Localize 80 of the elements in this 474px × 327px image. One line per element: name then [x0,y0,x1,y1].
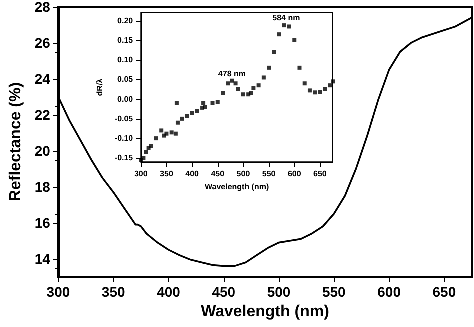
point [236,88,240,92]
point [272,50,276,54]
point [331,80,335,84]
point [203,105,208,110]
x-tick-label: 350 [102,284,126,300]
point [308,88,312,93]
y-tick-label: 0.10 [118,56,134,65]
point [328,84,332,88]
x-tick-label: 300 [134,170,148,179]
y-tick-label: 16 [34,215,51,231]
point [180,116,184,121]
point [154,136,158,141]
x-tick-label: 350 [160,170,174,179]
point [298,66,302,70]
x-tick-label: 300 [46,284,70,300]
y-tick-label: 0.05 [118,75,134,84]
point [174,132,178,136]
y-axis-title: dR/λ [96,78,104,96]
point [226,82,230,86]
point [267,66,272,70]
y-tick-label: -0.05 [114,114,134,124]
y-tick-label: 14 [34,251,51,267]
x-axis-title: Wavelength (nm) [201,303,330,320]
y-tick-label: 20 [34,143,51,159]
point [277,32,282,37]
point [210,101,215,106]
point [144,150,148,154]
x-tick-label: 650 [432,284,456,300]
point [220,91,225,96]
x-tick-label: 500 [267,284,291,300]
point [313,90,318,95]
y-axis-title: Reflectance (%) [8,82,24,202]
x-axis-title: Wavelength (nm) [204,182,270,192]
y-tick-label: 0.00 [118,94,134,104]
point [262,76,266,80]
x-tick-label: 600 [378,284,402,300]
y-tick-label: 22 [34,107,51,123]
point [149,144,154,148]
y-tick-label: 18 [34,179,51,195]
point [292,38,297,42]
point [249,91,254,96]
annotation: 478 nm [218,69,246,78]
point [190,111,194,116]
point [185,114,190,118]
point [160,128,164,133]
x-tick-label: 550 [322,284,346,300]
point [252,86,256,90]
y-tick-label: 0.20 [118,16,134,26]
point [174,101,179,106]
point [216,100,220,104]
point [195,109,200,114]
point [164,132,169,136]
point [176,120,180,125]
point [202,101,206,106]
x-tick-label: 400 [157,284,181,300]
point [318,90,322,94]
point [142,156,146,160]
y-tick-label: -0.10 [114,134,134,144]
y-tick-label: 24 [34,71,51,87]
point [282,24,286,28]
x-tick-label: 550 [262,170,276,179]
point [234,82,238,86]
point [302,82,307,86]
annotation: 584 nm [272,13,300,22]
y-tick-label: 0.15 [118,36,134,45]
point [230,78,234,83]
point [323,88,328,92]
x-tick-label: 600 [288,170,302,179]
x-tick-label: 450 [212,284,236,300]
x-tick-label: 450 [211,170,226,179]
x-tick-label: 400 [186,170,200,179]
point [288,24,292,29]
x-tick-label: 500 [236,170,251,179]
point [170,130,174,135]
y-tick-label: 28 [34,0,51,15]
y-tick-label: -0.15 [114,154,134,163]
y-tick-label: 26 [34,35,51,51]
point [256,84,261,88]
x-tick-label: 650 [314,170,328,179]
point [241,92,246,97]
